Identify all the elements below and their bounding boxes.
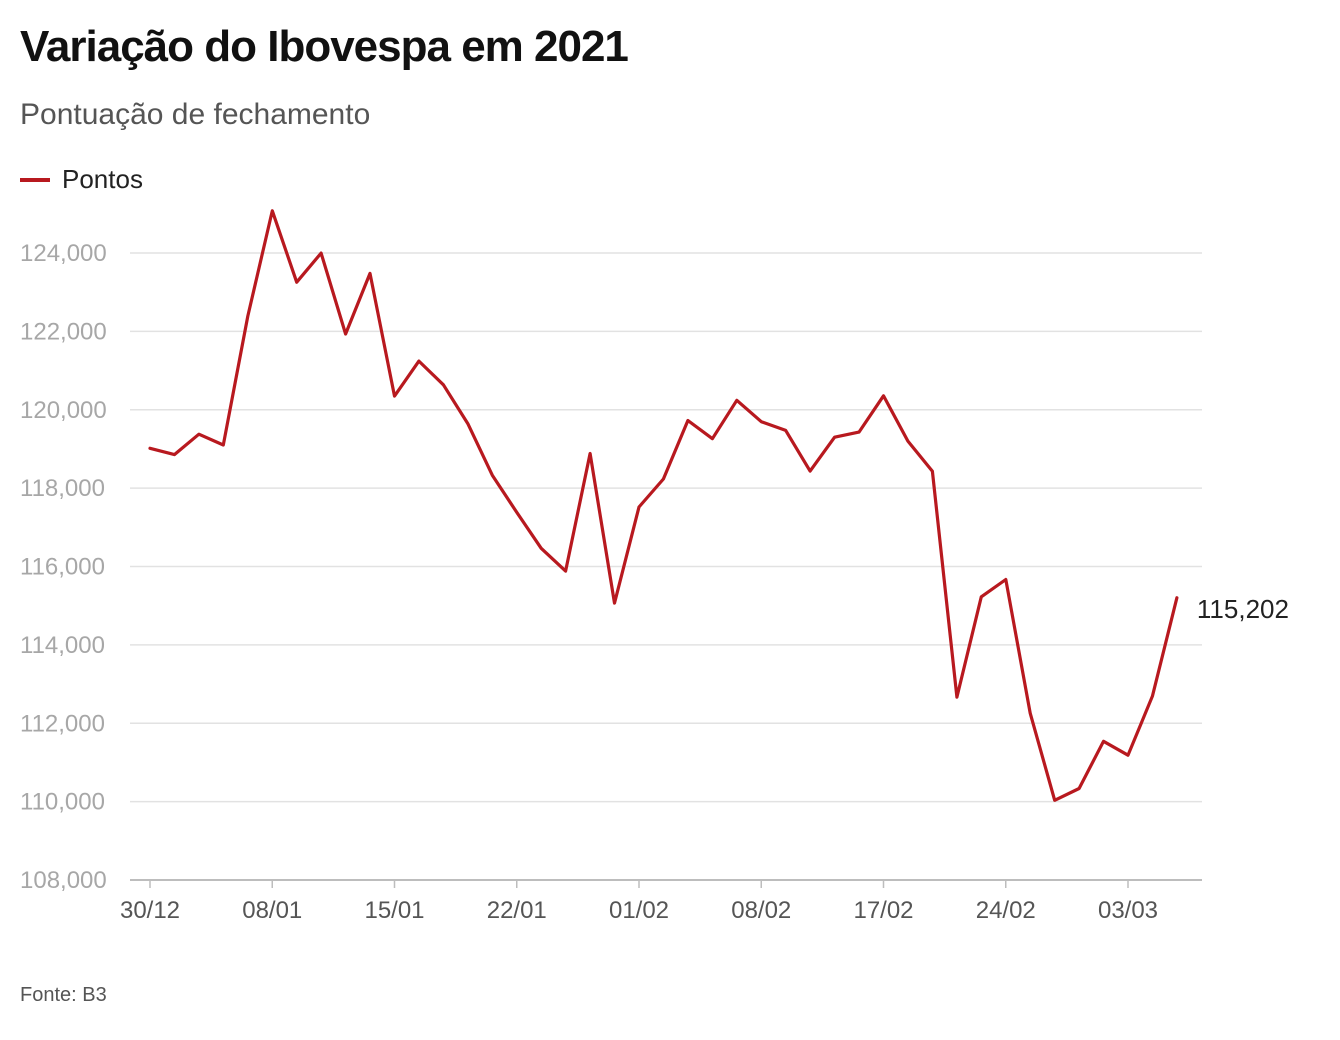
x-tick-label: 08/01: [242, 897, 302, 924]
x-tick-label: 22/01: [487, 897, 547, 924]
series-line-pontos: [148, 209, 1179, 802]
y-tick-label: 110,000: [20, 789, 105, 816]
y-tick-label: 116,000: [20, 554, 105, 581]
x-tick-label: 24/02: [976, 897, 1036, 924]
y-tick-label: 114,000: [20, 632, 105, 659]
y-tick-label: 118,000: [20, 475, 105, 502]
y-tick-label: 120,000: [20, 397, 107, 424]
y-tick-label: 112,000: [20, 710, 105, 737]
x-tick-label: 01/02: [609, 897, 669, 924]
end-value-label: 115,202: [1197, 594, 1289, 624]
x-tick-label: 30/12: [120, 897, 180, 924]
source-note: Fonte: B3: [20, 984, 107, 1006]
y-tick-label: 108,000: [20, 867, 107, 894]
line-chart: 108,000 110,000 112,000 114,000 116,000 118,0…: [20, 209, 1289, 924]
y-tick-label: 124,000: [20, 240, 107, 267]
x-tick-label: 08/02: [731, 897, 791, 924]
x-tick-label: 03/03: [1098, 897, 1158, 924]
legend-swatch: [20, 177, 50, 182]
chart-subtitle: Pontuação de fechamento: [20, 98, 371, 131]
legend-label: Pontos: [62, 164, 143, 194]
y-tick-label: 122,000: [20, 318, 107, 345]
chart-title: Variação do Ibovespa em 2021: [20, 22, 629, 71]
x-tick-label: 15/01: [364, 897, 424, 924]
x-tick-label: 17/02: [853, 897, 913, 924]
legend: Pontos: [20, 164, 143, 195]
